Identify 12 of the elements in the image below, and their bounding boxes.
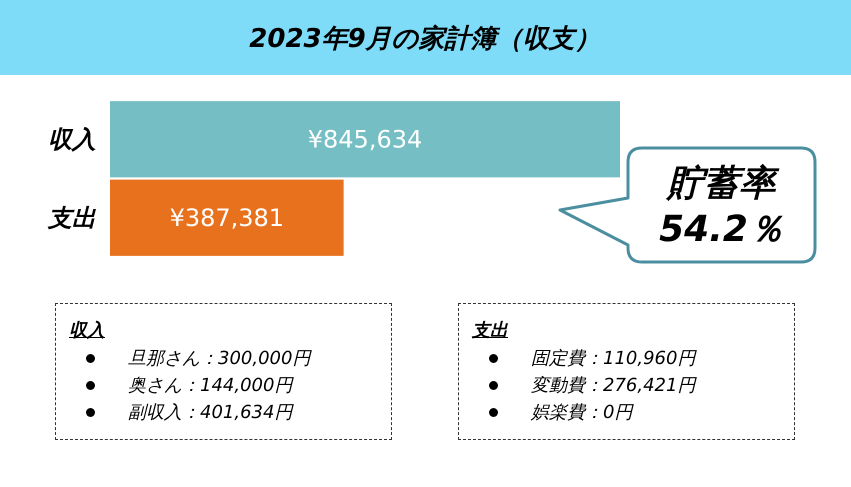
- text: 副収入：401,634円: [128, 401, 292, 424]
- data-label: ¥387,381: [170, 204, 284, 232]
- text: 娯楽費：0円: [531, 401, 632, 424]
- text: 奥さん：144,000円: [128, 374, 292, 397]
- text: 旦那さん：300,000円: [128, 347, 310, 370]
- text: 54.2％: [658, 208, 785, 252]
- text: 変動費：276,421円: [531, 374, 696, 397]
- chart-title: 2023年9月の家計簿（収支）: [249, 24, 601, 54]
- data-label: ¥845,634: [308, 125, 422, 154]
- text: 支出: [472, 319, 508, 342]
- text: 貯蓄率: [664, 162, 780, 206]
- text: 固定費：110,960円: [531, 347, 696, 370]
